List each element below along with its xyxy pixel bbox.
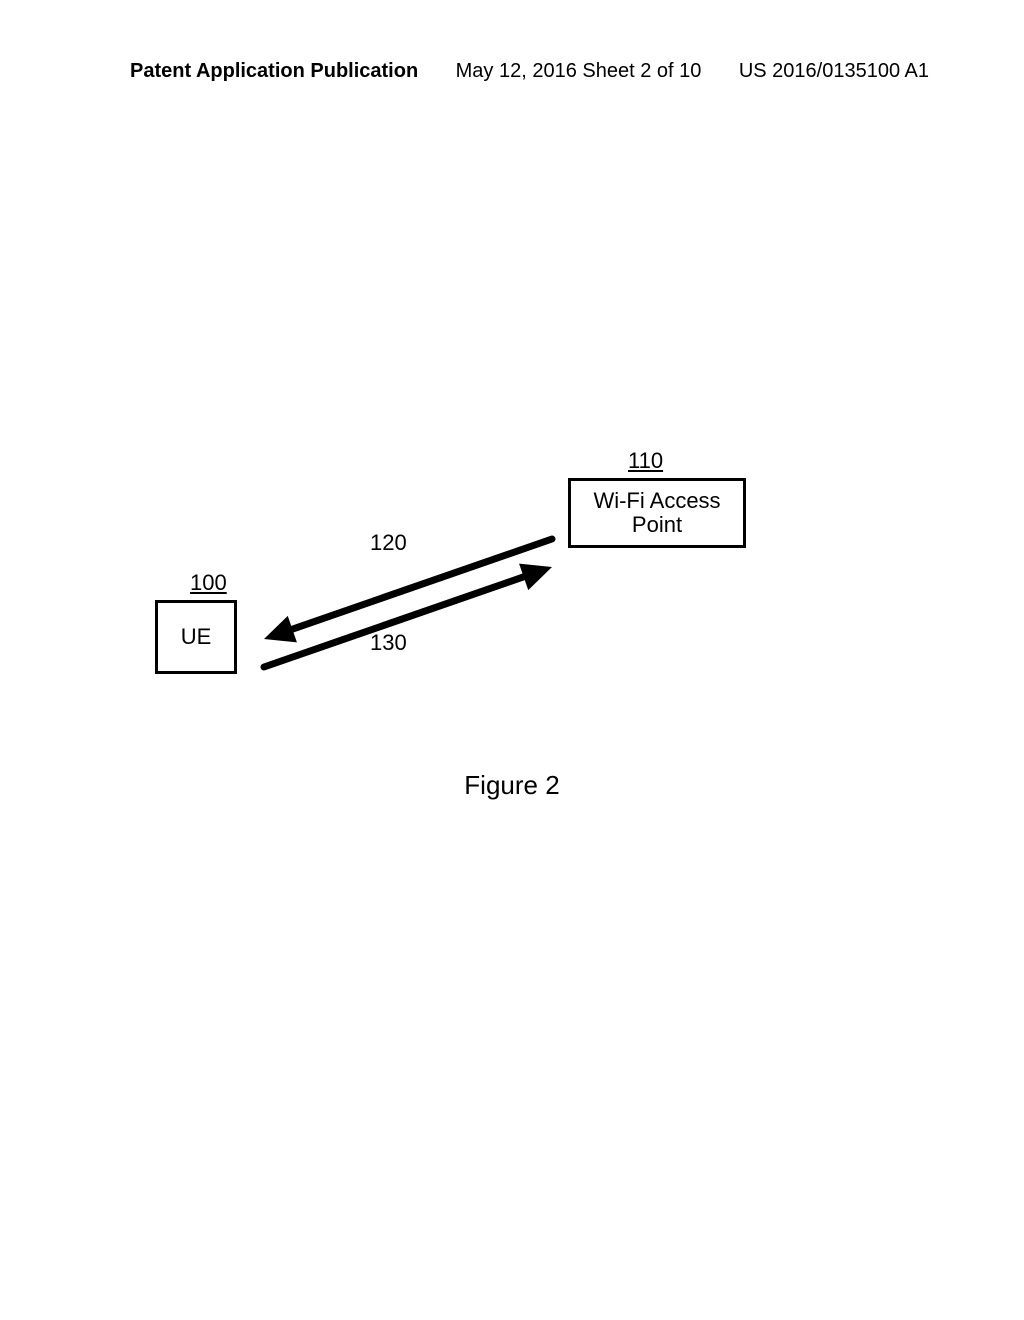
node-ap-ref-label: 110 (628, 448, 663, 474)
edge-label-120: 120 (370, 530, 407, 556)
node-ue: UE (155, 600, 237, 674)
diagram-area: UE 100 Wi-Fi Access Point 110 120 130 (0, 0, 1024, 1320)
edge-label-130: 130 (370, 630, 407, 656)
node-ap: Wi-Fi Access Point (568, 478, 746, 548)
arrows-svg (0, 0, 1024, 1320)
node-ue-ref-label: 100 (190, 570, 227, 596)
node-ap-text-line1: Wi-Fi Access (593, 489, 720, 513)
node-ue-text: UE (181, 625, 212, 649)
figure-caption: Figure 2 (0, 770, 1024, 801)
node-ap-text-line2: Point (632, 513, 682, 537)
page: Patent Application Publication May 12, 2… (0, 0, 1024, 1320)
